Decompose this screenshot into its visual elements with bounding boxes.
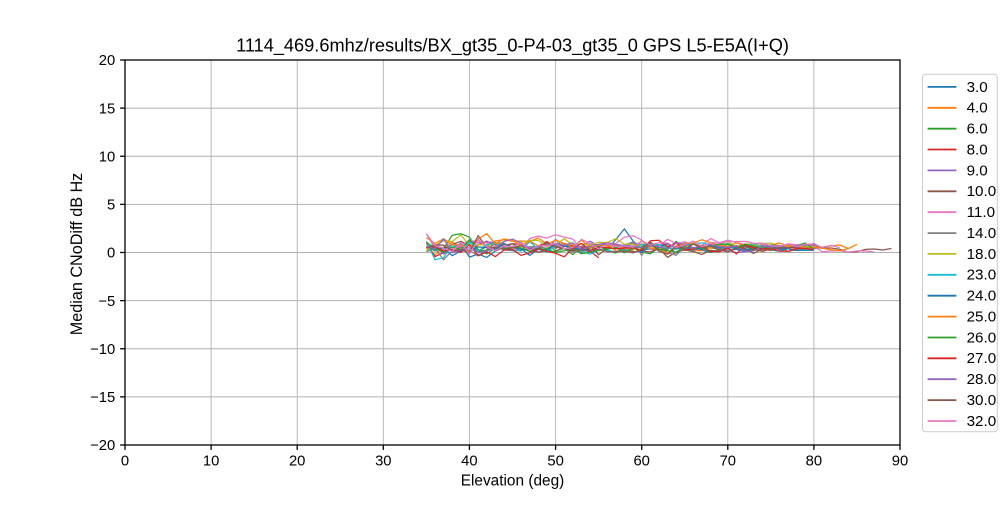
svg-text:−20: −20 <box>90 438 115 454</box>
svg-text:Elevation (deg): Elevation (deg) <box>461 473 565 490</box>
svg-text:80: 80 <box>806 454 822 470</box>
svg-text:5: 5 <box>107 198 115 214</box>
svg-text:32.0: 32.0 <box>967 413 997 430</box>
svg-text:40: 40 <box>461 454 477 470</box>
svg-text:20: 20 <box>99 53 115 69</box>
svg-text:30: 30 <box>375 454 391 470</box>
svg-text:50: 50 <box>547 454 563 470</box>
svg-text:4.0: 4.0 <box>967 100 988 117</box>
svg-text:−15: −15 <box>90 390 115 406</box>
svg-text:0: 0 <box>107 246 115 262</box>
svg-text:26.0: 26.0 <box>967 329 997 346</box>
svg-text:25.0: 25.0 <box>967 309 997 326</box>
svg-text:18.0: 18.0 <box>967 246 997 263</box>
svg-text:1114_469.6mhz/results/BX_gt35_: 1114_469.6mhz/results/BX_gt35_0-P4-03_gt… <box>236 36 789 57</box>
svg-text:90: 90 <box>892 454 908 470</box>
svg-text:11.0: 11.0 <box>967 204 995 221</box>
svg-text:10: 10 <box>203 454 219 470</box>
svg-text:−5: −5 <box>98 294 115 310</box>
svg-text:60: 60 <box>633 454 649 470</box>
svg-text:0: 0 <box>121 454 129 470</box>
svg-text:3.0: 3.0 <box>967 79 988 96</box>
svg-text:14.0: 14.0 <box>967 225 997 242</box>
svg-text:6.0: 6.0 <box>967 121 988 138</box>
svg-text:8.0: 8.0 <box>967 141 988 158</box>
svg-text:24.0: 24.0 <box>967 288 997 305</box>
svg-text:15: 15 <box>99 101 115 117</box>
svg-text:Median CNoDiff dB Hz: Median CNoDiff dB Hz <box>68 173 86 336</box>
svg-text:−10: −10 <box>90 342 115 358</box>
svg-text:28.0: 28.0 <box>967 371 997 388</box>
svg-text:10: 10 <box>99 149 115 165</box>
svg-text:10.0: 10.0 <box>967 183 997 200</box>
svg-text:27.0: 27.0 <box>967 350 997 367</box>
svg-text:23.0: 23.0 <box>967 267 997 284</box>
svg-text:9.0: 9.0 <box>967 162 988 179</box>
svg-text:20: 20 <box>289 454 305 470</box>
svg-text:30.0: 30.0 <box>967 392 997 409</box>
svg-text:70: 70 <box>720 454 736 470</box>
